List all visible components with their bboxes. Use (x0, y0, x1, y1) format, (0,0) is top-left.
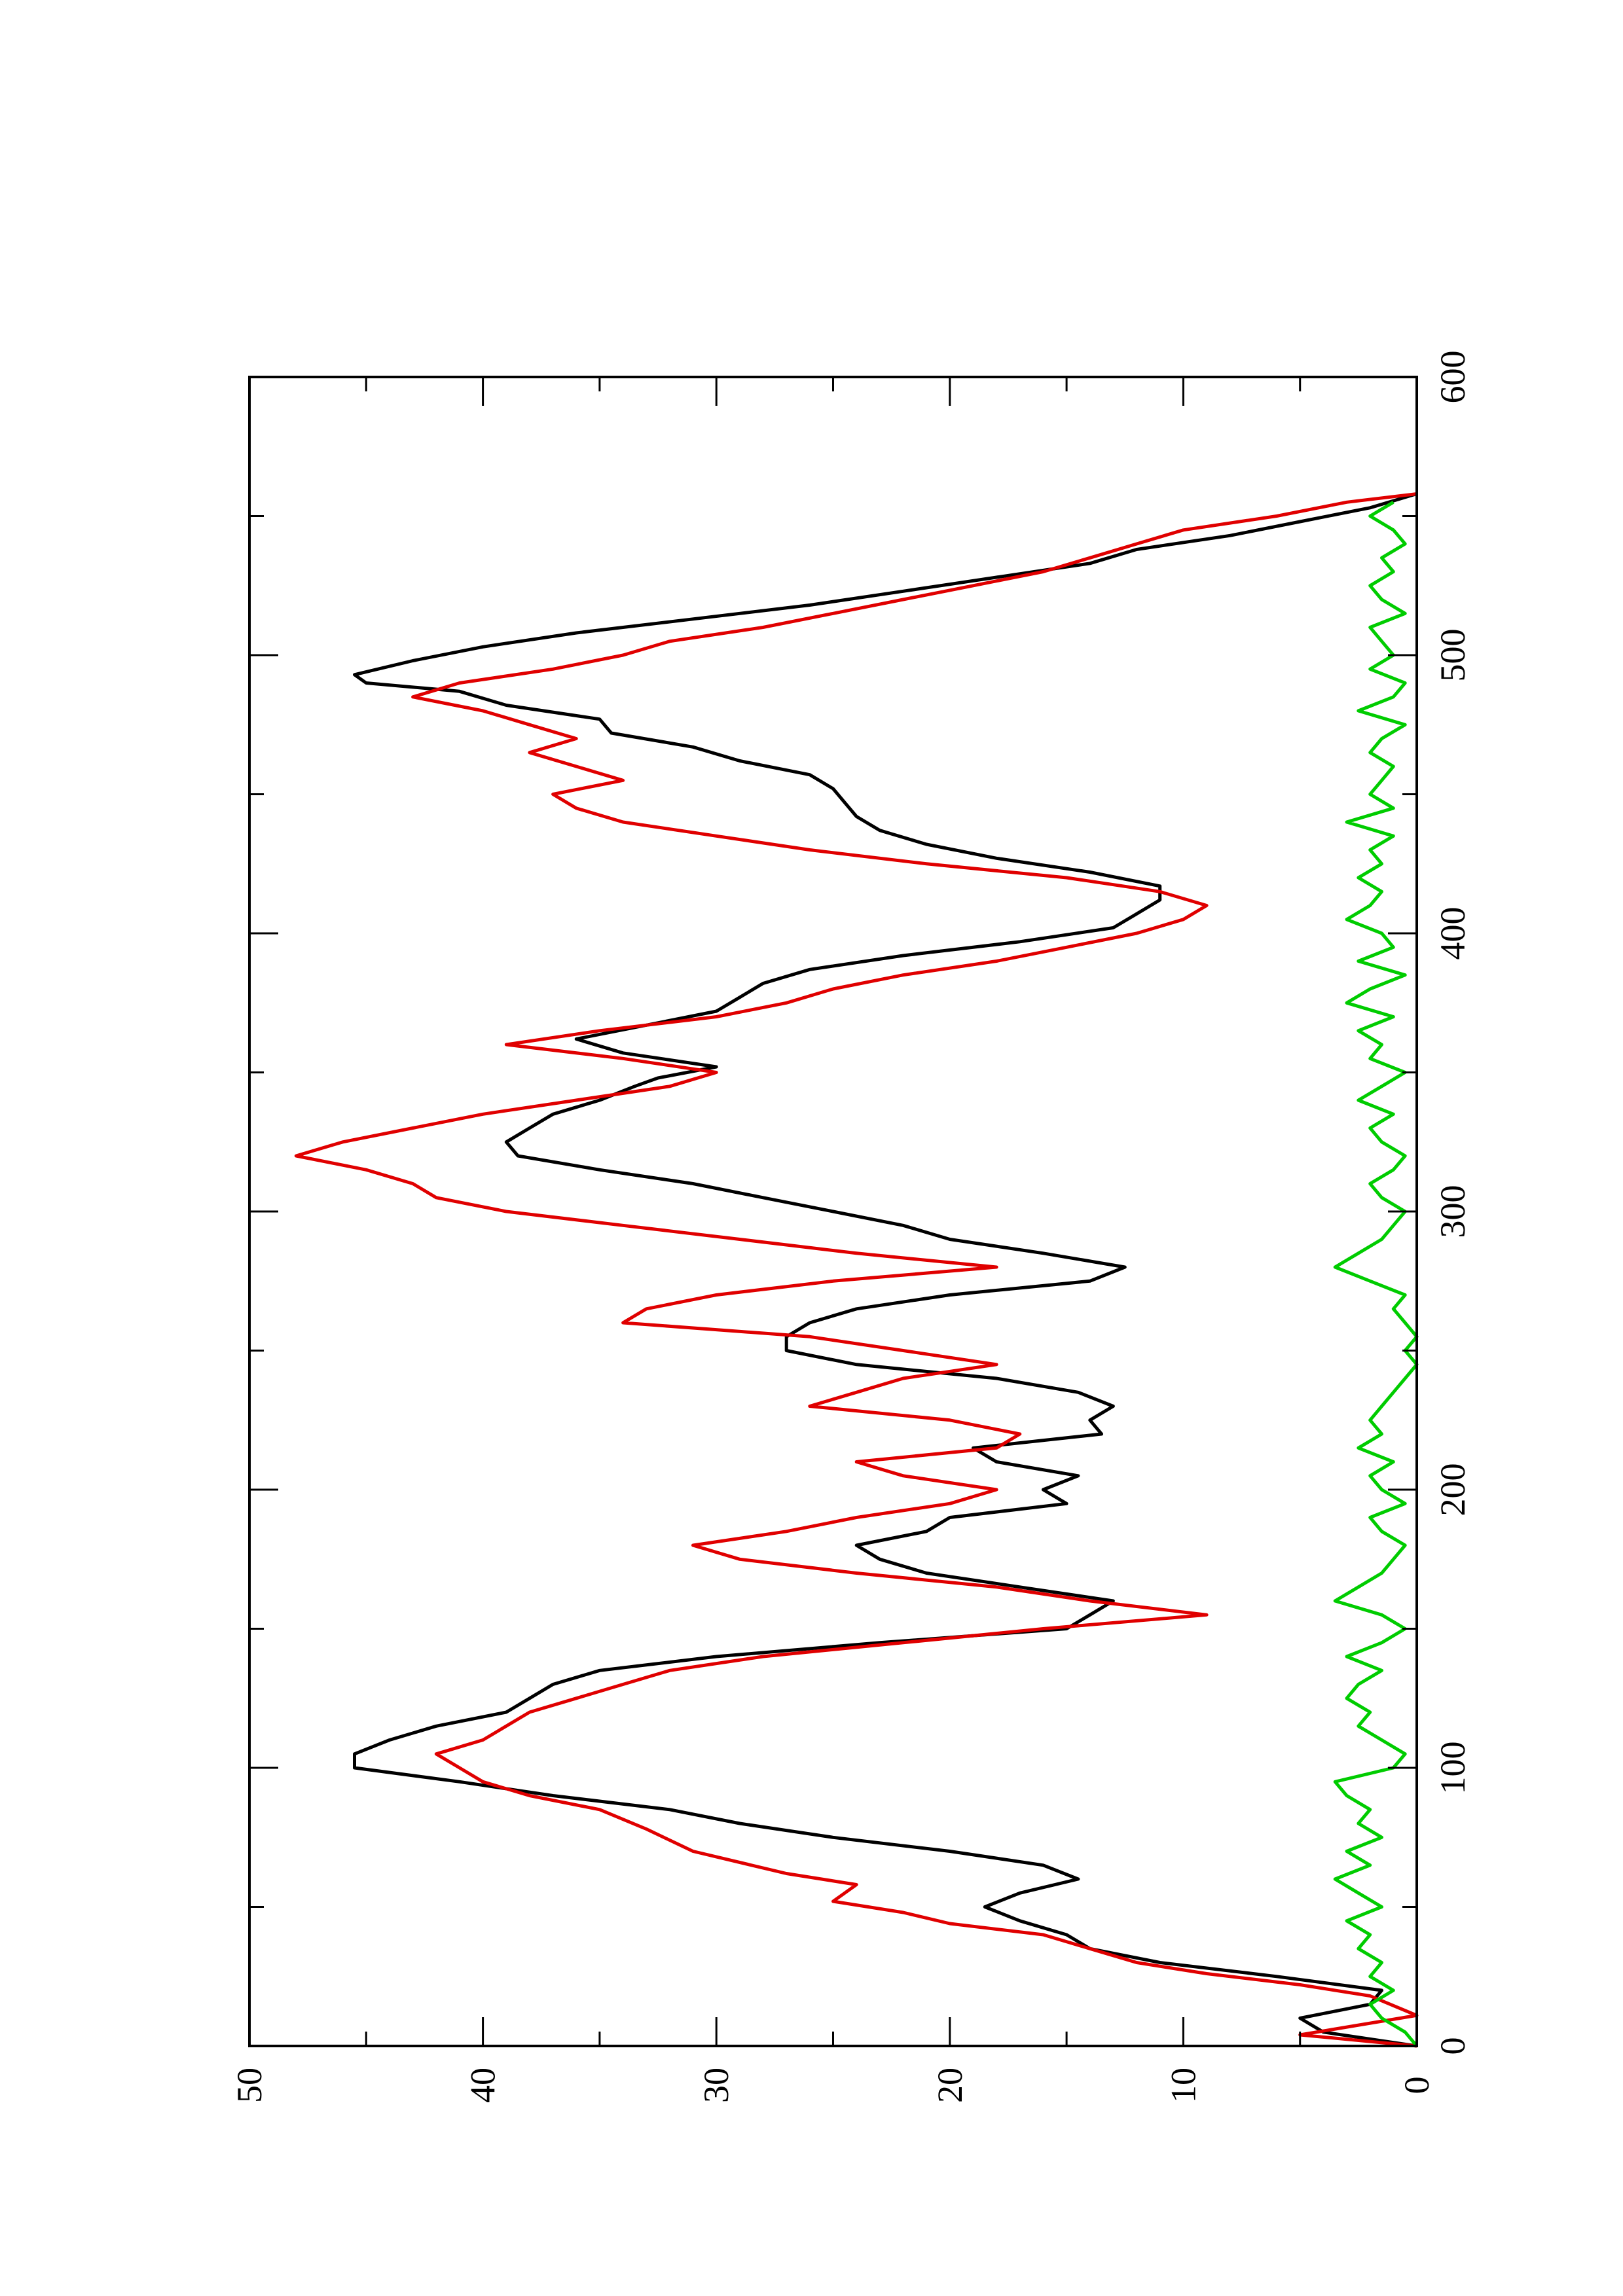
y-tick-label: 20 (930, 2068, 970, 2103)
x-tick-label: 600 (1433, 351, 1472, 404)
x-tick-label: 400 (1433, 907, 1472, 960)
series-line-3 (1333, 501, 1419, 2047)
y-tick-label: 0 (1397, 2077, 1436, 2094)
x-tick-label: 500 (1433, 629, 1472, 682)
series-line-1 (353, 492, 1417, 2048)
y-tick-label: 10 (1163, 2068, 1203, 2103)
plot-frame (248, 376, 1418, 2047)
y-tick-label: 30 (697, 2068, 736, 2103)
x-tick-label: 200 (1433, 1463, 1472, 1516)
x-tick-label: 100 (1433, 1742, 1472, 1795)
tick-labels-layer: 0 100 200 300 400 500 600 0 10 20 30 40 50 (230, 351, 1472, 2104)
series-line-2 (294, 492, 1419, 2048)
x-tick-label: 0 (1433, 2037, 1472, 2055)
y-tick-label: 50 (230, 2068, 269, 2103)
y-tick-label: 40 (464, 2068, 503, 2103)
x-tick-label: 300 (1433, 1185, 1472, 1238)
series-layer (294, 492, 1419, 2048)
